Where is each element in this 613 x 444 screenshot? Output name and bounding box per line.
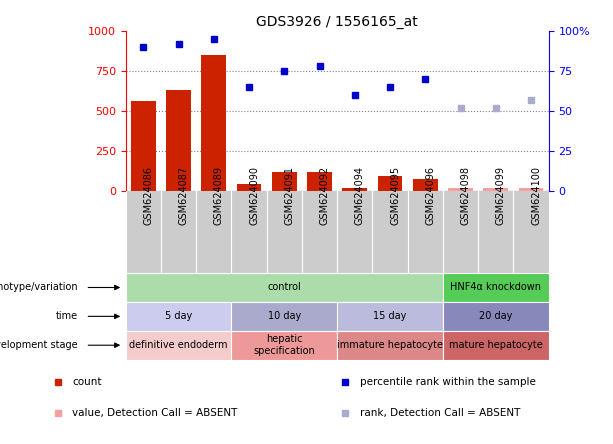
Text: 15 day: 15 day <box>373 311 406 321</box>
Text: percentile rank within the sample: percentile rank within the sample <box>360 377 536 387</box>
Text: immature hepatocyte: immature hepatocyte <box>337 340 443 350</box>
Text: GSM624098: GSM624098 <box>460 166 471 225</box>
Bar <box>272 172 297 191</box>
Text: GSM624099: GSM624099 <box>496 166 506 225</box>
Text: value, Detection Call = ABSENT: value, Detection Call = ABSENT <box>72 408 238 418</box>
Text: GSM624086: GSM624086 <box>143 166 153 225</box>
Text: GSM624095: GSM624095 <box>390 166 400 225</box>
Text: 20 day: 20 day <box>479 311 512 321</box>
Bar <box>202 55 226 191</box>
Bar <box>307 172 332 191</box>
Text: GSM624092: GSM624092 <box>319 166 330 225</box>
Title: GDS3926 / 1556165_at: GDS3926 / 1556165_at <box>256 15 418 29</box>
Text: mature hepatocyte: mature hepatocyte <box>449 340 543 350</box>
Text: GSM624100: GSM624100 <box>531 166 541 225</box>
Bar <box>126 273 443 302</box>
Text: development stage: development stage <box>0 340 78 350</box>
Bar <box>443 273 549 302</box>
Text: GSM624089: GSM624089 <box>214 166 224 225</box>
Bar <box>337 331 443 360</box>
Text: time: time <box>56 311 78 321</box>
Text: definitive endoderm: definitive endoderm <box>129 340 228 350</box>
Text: GSM624094: GSM624094 <box>355 166 365 225</box>
Text: genotype/variation: genotype/variation <box>0 282 78 293</box>
Bar <box>232 302 337 331</box>
Text: count: count <box>72 377 102 387</box>
Text: 10 day: 10 day <box>268 311 301 321</box>
Text: control: control <box>267 282 301 293</box>
Text: rank, Detection Call = ABSENT: rank, Detection Call = ABSENT <box>360 408 520 418</box>
Bar <box>343 188 367 191</box>
Bar <box>131 101 156 191</box>
Bar <box>337 302 443 331</box>
Bar <box>237 184 261 191</box>
Bar <box>413 179 438 191</box>
Text: GSM624096: GSM624096 <box>425 166 435 225</box>
Bar <box>232 331 337 360</box>
Bar <box>448 188 473 191</box>
Bar <box>443 302 549 331</box>
Bar <box>166 90 191 191</box>
Text: 5 day: 5 day <box>165 311 192 321</box>
Bar <box>126 331 232 360</box>
Text: GSM624087: GSM624087 <box>178 166 189 225</box>
Bar <box>378 176 402 191</box>
Bar <box>484 188 508 191</box>
Bar <box>519 188 543 191</box>
Text: HNF4α knockdown: HNF4α knockdown <box>451 282 541 293</box>
Bar <box>126 302 232 331</box>
Bar <box>443 331 549 360</box>
Text: GSM624090: GSM624090 <box>249 166 259 225</box>
Text: GSM624091: GSM624091 <box>284 166 294 225</box>
Text: hepatic
specification: hepatic specification <box>253 334 315 356</box>
